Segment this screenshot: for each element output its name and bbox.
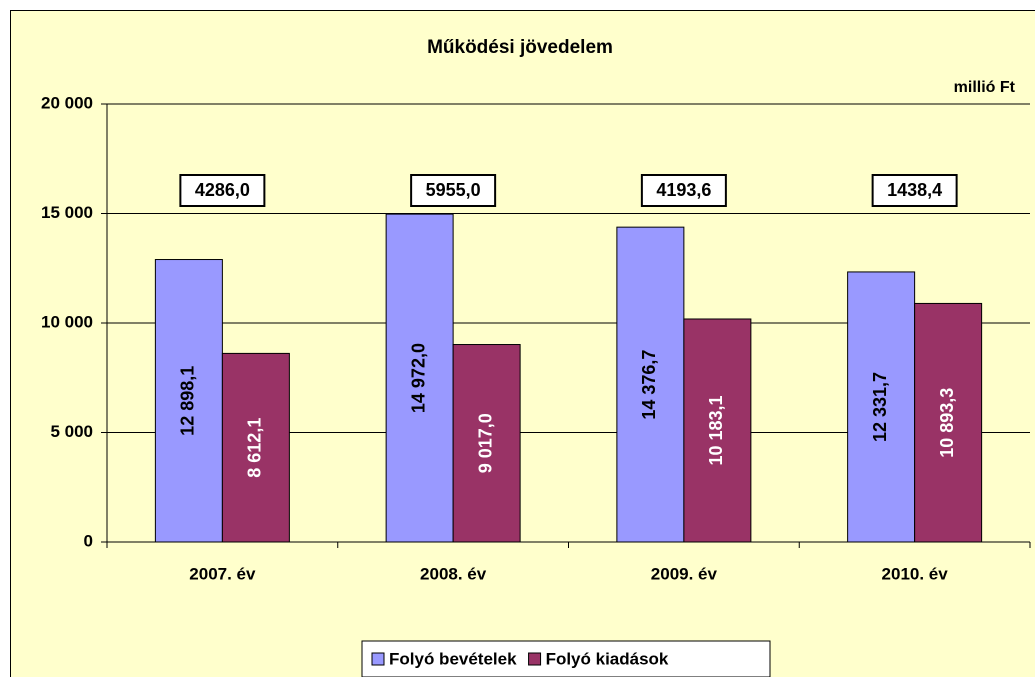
chart-title: Működési jövedelem	[427, 37, 613, 58]
x-tick-label: 2008. év	[420, 564, 487, 583]
y-tick-label: 10 000	[41, 312, 93, 331]
annotation-box	[179, 174, 266, 207]
annotation-text: 4193,6	[656, 180, 711, 200]
y-tick-label: 0	[84, 531, 93, 550]
bar	[385, 213, 454, 543]
bar	[616, 226, 685, 543]
x-tick-label: 2009. év	[651, 564, 718, 583]
annotation-box	[871, 174, 958, 207]
annotation-text: 4286,0	[195, 180, 250, 200]
x-tick-label: 2007. év	[189, 564, 256, 583]
data-label: 12 898,1	[178, 366, 198, 436]
legend-swatch	[371, 652, 385, 666]
unit-label: millió Ft	[954, 79, 1016, 96]
y-tick-label: 5 000	[50, 422, 93, 441]
bar	[452, 344, 521, 543]
annotation: 1438,4	[871, 174, 958, 207]
data-label: 10 183,1	[706, 395, 726, 465]
bar	[154, 259, 223, 543]
legend: Folyó bevételek Folyó kiadások	[361, 640, 771, 677]
annotation: 4193,6	[640, 174, 727, 207]
legend-label: Folyó kiadások	[546, 649, 669, 668]
annotation: 5955,0	[410, 174, 497, 207]
legend-swatch	[528, 652, 542, 666]
annotation-box	[640, 174, 727, 207]
y-tick-label: 15 000	[41, 203, 93, 222]
bar	[683, 318, 752, 543]
data-label: 8 612,1	[245, 418, 265, 478]
data-label: 14 972,0	[408, 343, 428, 413]
annotation: 4286,0	[179, 174, 266, 207]
data-label: 10 893,3	[937, 388, 957, 458]
bar	[914, 302, 983, 543]
bar	[847, 271, 916, 543]
data-label: 12 331,7	[870, 372, 890, 442]
x-tick-label: 2010. év	[882, 564, 949, 583]
annotation-text: 5955,0	[426, 180, 481, 200]
legend-label: Folyó bevételek	[389, 649, 517, 668]
data-label: 9 017,0	[475, 413, 495, 473]
annotation-text: 1438,4	[887, 180, 942, 200]
data-label: 14 376,7	[639, 350, 659, 420]
legend-box	[361, 640, 771, 677]
y-tick-label: 20 000	[41, 93, 93, 112]
annotation-box	[410, 174, 497, 207]
bar	[221, 352, 290, 543]
